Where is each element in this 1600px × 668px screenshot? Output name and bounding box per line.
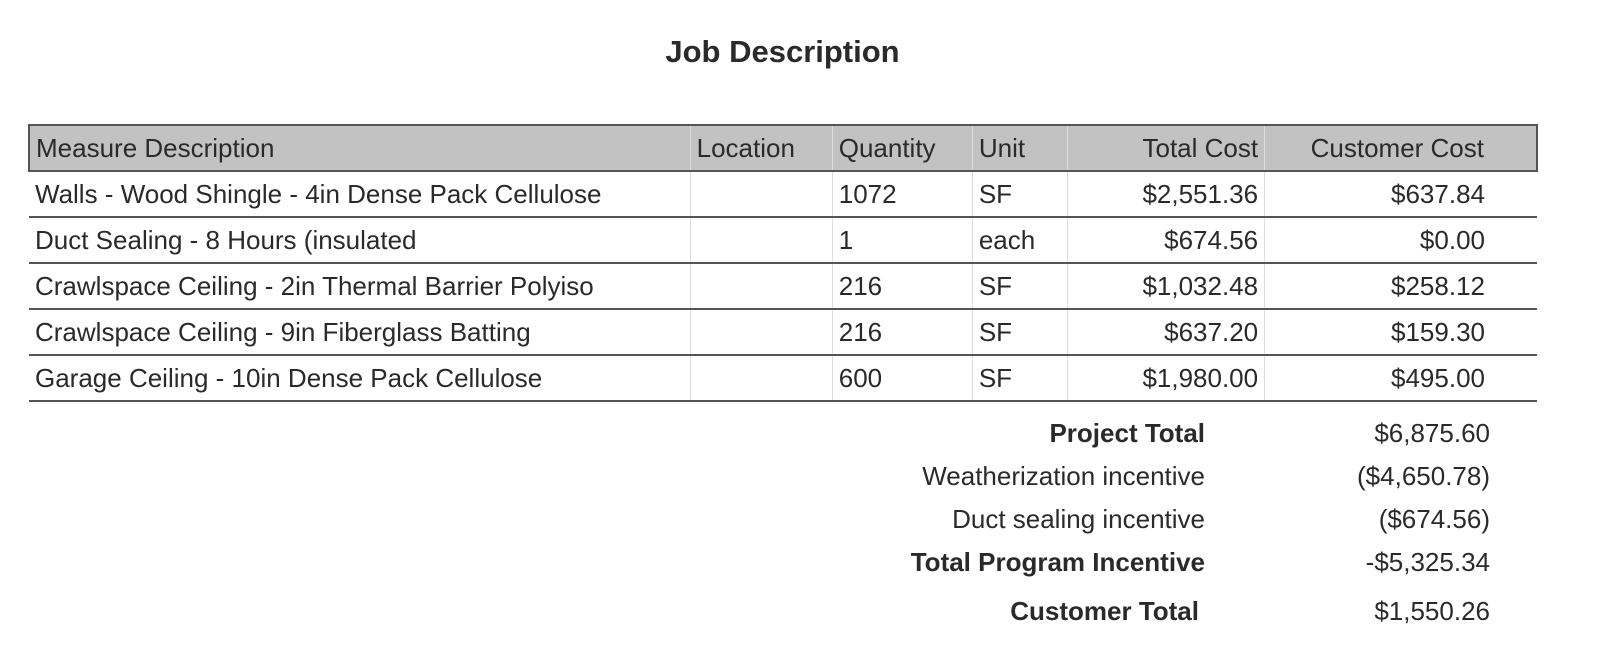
cell-customer-cost: $159.30 <box>1264 309 1537 356</box>
summary-label: Project Total <box>1049 418 1205 448</box>
col-quantity: Quantity <box>831 124 973 172</box>
job-table: Measure Description Location Quantity Un… <box>27 124 1539 402</box>
summary-value: $6,875.60 <box>1374 418 1490 448</box>
summary-value: $1,550.26 <box>1374 596 1490 626</box>
col-unit: Unit <box>971 124 1069 172</box>
cell-unit: SF <box>971 171 1069 218</box>
cell-total-cost: $1,032.48 <box>1067 263 1266 310</box>
summary-label: Weatherization incentive <box>922 461 1205 491</box>
col-customer-cost: Customer Cost <box>1264 124 1539 172</box>
cell-description: Crawlspace Ceiling - 9in Fiberglass Batt… <box>29 309 691 356</box>
table-row: Duct Sealing - 8 Hours (insulated 1 each $6… <box>29 217 1537 264</box>
cell-quantity: 216 <box>831 309 973 356</box>
cell-total-cost: $674.56 <box>1067 217 1266 264</box>
cell-location <box>689 355 833 402</box>
col-location: Location <box>689 124 833 172</box>
cell-total-cost: $1,980.00 <box>1067 355 1266 402</box>
cell-total-cost: $2,551.36 <box>1067 171 1266 218</box>
table-header-row: Measure Description Location Quantity Un… <box>27 124 1539 172</box>
table-row: Garage Ceiling - 10in Dense Pack Cellulo… <box>29 355 1537 402</box>
cell-quantity: 1 <box>831 217 973 264</box>
table-row: Crawlspace Ceiling - 9in Fiberglass Batt… <box>29 309 1537 356</box>
cell-quantity: 216 <box>831 263 973 310</box>
summary-label: Customer Total <box>1010 596 1199 626</box>
cell-location <box>689 309 833 356</box>
cell-customer-cost: $258.12 <box>1264 263 1537 310</box>
cell-unit: each <box>971 217 1069 264</box>
cell-total-cost: $637.20 <box>1067 309 1266 356</box>
cell-unit: SF <box>971 263 1069 310</box>
cell-location <box>689 171 833 218</box>
cell-description: Walls - Wood Shingle - 4in Dense Pack Ce… <box>29 171 691 218</box>
cell-customer-cost: $495.00 <box>1264 355 1537 402</box>
summary-label: Total Program Incentive <box>910 547 1205 577</box>
cell-customer-cost: $0.00 <box>1264 217 1537 264</box>
page-title: Job Description <box>665 34 900 69</box>
cell-quantity: 600 <box>831 355 973 402</box>
col-measure-description: Measure Description <box>27 124 691 172</box>
table-row: Crawlspace Ceiling - 2in Thermal Barrier… <box>29 263 1537 310</box>
table-row: Walls - Wood Shingle - 4in Dense Pack Ce… <box>29 171 1537 218</box>
cell-description: Garage Ceiling - 10in Dense Pack Cellulo… <box>29 355 691 402</box>
cell-description: Duct Sealing - 8 Hours (insulated <box>29 217 691 264</box>
cell-quantity: 1072 <box>831 171 973 218</box>
summary-value: ($674.56) <box>1378 504 1490 534</box>
cell-location <box>689 217 833 264</box>
cell-unit: SF <box>971 355 1069 402</box>
cell-customer-cost: $637.84 <box>1264 171 1537 218</box>
cell-description: Crawlspace Ceiling - 2in Thermal Barrier… <box>29 263 691 310</box>
summary-value: ($4,650.78) <box>1357 461 1490 491</box>
summary-value: -$5,325.34 <box>1365 547 1490 577</box>
cell-unit: SF <box>971 309 1069 356</box>
col-total-cost: Total Cost <box>1067 124 1266 172</box>
cell-location <box>689 263 833 310</box>
summary-label: Duct sealing incentive <box>952 504 1205 534</box>
